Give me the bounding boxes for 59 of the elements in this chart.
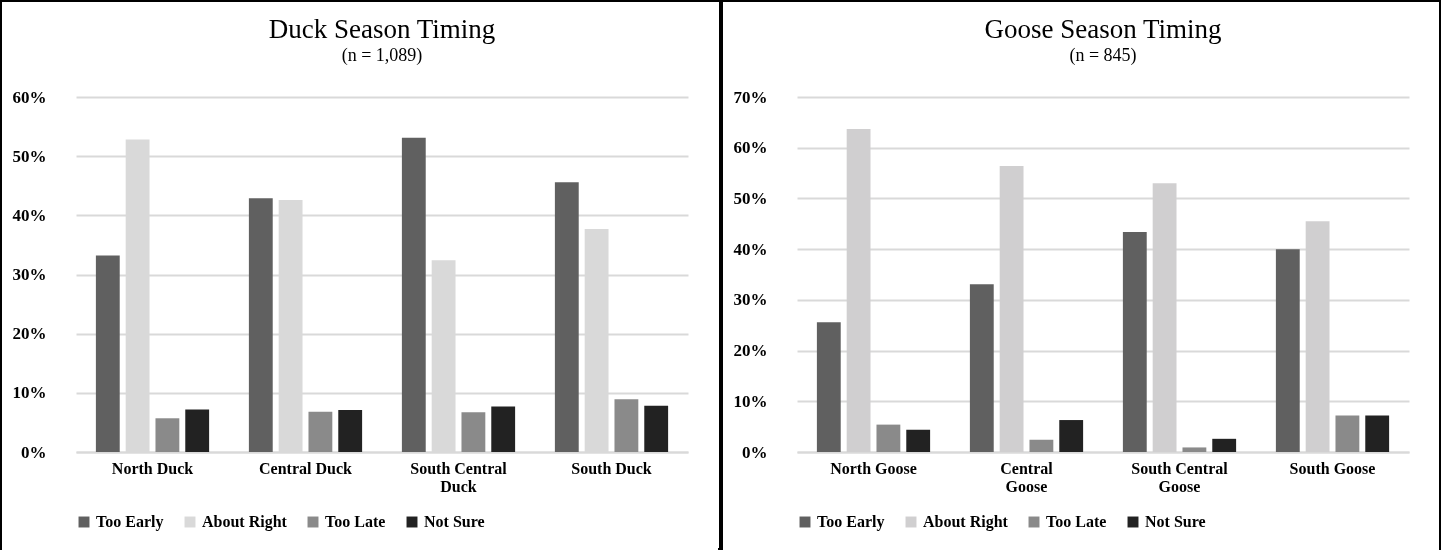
legend-label: Too Late (1045, 513, 1106, 530)
legend-label: Not Sure (424, 513, 485, 530)
y-tick-label: 70% (733, 87, 767, 107)
chart-subtitle: (n = 1,089) (341, 45, 423, 66)
bar (491, 406, 516, 452)
x-tick-label: South Central Goose (1130, 459, 1228, 495)
x-tick-label: North Goose (829, 459, 917, 477)
y-tick-label: 40% (12, 205, 47, 225)
bar (1181, 447, 1206, 452)
y-tick-label: 60% (12, 87, 47, 107)
bar (1058, 420, 1083, 452)
legend-label: Not Sure (1144, 513, 1206, 530)
bar (248, 198, 273, 452)
y-tick-label: 30% (12, 265, 47, 284)
chart-title: Duck Season Timing (268, 14, 496, 44)
x-tick-label: South Goose (1289, 459, 1375, 477)
y-tick-label: 10% (12, 383, 47, 403)
bar (95, 255, 120, 452)
x-tick-label: South Duck (571, 459, 652, 477)
bar (969, 284, 994, 452)
x-tick-label: North Duck (111, 459, 194, 477)
chart-title: Goose Season Timing (983, 14, 1222, 44)
x-tick-label: South Central Duck (410, 459, 508, 495)
bar (1122, 231, 1147, 452)
bar (1211, 438, 1236, 452)
legend-label: Too Early (96, 513, 164, 531)
bar (816, 322, 841, 452)
x-tick-label: Central Goose (999, 459, 1053, 495)
y-tick-label: 20% (12, 324, 47, 344)
bar (461, 412, 486, 452)
bar (554, 182, 579, 452)
bar (1364, 415, 1389, 452)
y-tick-label: 0% (21, 442, 47, 462)
bar (338, 409, 363, 452)
y-tick-label: 0% (741, 442, 767, 462)
y-tick-label: 50% (733, 188, 767, 208)
bar (875, 424, 900, 452)
bar (401, 137, 426, 452)
y-tick-label: 10% (733, 391, 767, 411)
legend-label: Too Late (325, 513, 386, 530)
bar (185, 409, 210, 452)
x-tick-label: Central Duck (259, 459, 353, 477)
bar (644, 405, 669, 452)
y-tick-label: 60% (733, 138, 767, 158)
y-tick-label: 30% (733, 290, 767, 310)
bar (905, 429, 930, 452)
legend-label: Too Early (816, 513, 884, 531)
y-tick-label: 20% (733, 341, 767, 361)
chart-subtitle: (n = 845) (1068, 45, 1137, 66)
bar (1334, 415, 1359, 452)
bar (155, 418, 180, 452)
bar (614, 399, 639, 452)
bar (1275, 249, 1300, 452)
y-tick-label: 50% (12, 146, 47, 166)
bar (1028, 439, 1053, 452)
bar (308, 411, 333, 452)
y-tick-label: 40% (733, 239, 767, 259)
legend-label: About Right (202, 513, 288, 531)
legend-label: About Right (922, 513, 1009, 531)
